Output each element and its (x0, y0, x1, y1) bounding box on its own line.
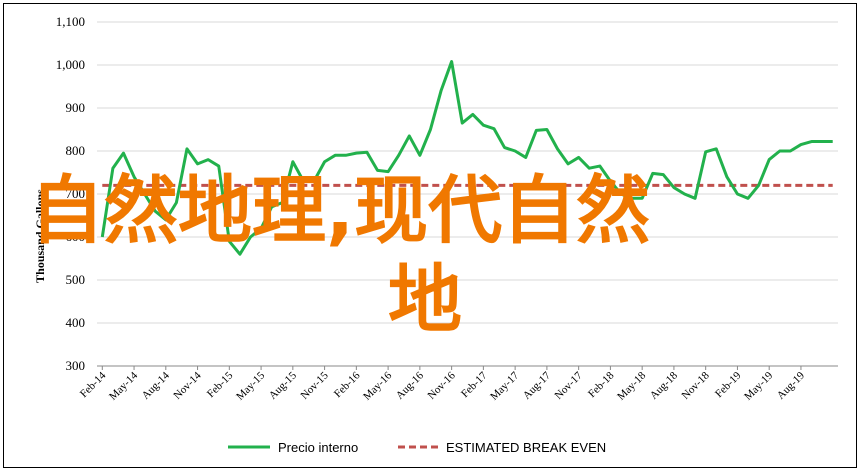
y-tick-label: 400 (66, 315, 86, 330)
x-tick-label: Aug-16 (394, 369, 427, 402)
x-tick-label: Aug-19 (775, 369, 808, 402)
y-axis-ticks: 300 400 500 600 700 800 900 1,000 1,100 (56, 14, 85, 373)
x-tick-label: Nov-17 (553, 369, 586, 402)
x-tick-label: Nov-14 (171, 369, 204, 402)
x-tick-label: Aug-18 (648, 369, 681, 402)
x-tick-label: Aug-14 (140, 369, 173, 402)
x-tick-label: May-18 (615, 369, 648, 402)
legend-label-precio-interno: Precio interno (278, 440, 358, 455)
x-tick-label: May-15 (234, 369, 267, 402)
x-tick-label: Nov-15 (298, 369, 331, 402)
series-line-precio-interno (100, 60, 833, 256)
x-tick-label: Nov-16 (425, 369, 458, 402)
x-tick-label: May-16 (361, 369, 394, 402)
y-tick-label: 600 (66, 229, 86, 244)
gridlines (97, 21, 838, 324)
y-tick-label: 1,100 (56, 14, 85, 29)
x-tick-label: Feb-16 (332, 369, 363, 400)
y-tick-label: 1,000 (56, 57, 85, 72)
y-tick-label: 300 (66, 358, 86, 373)
x-tick-label: Aug-17 (521, 369, 554, 402)
x-tick-label: May-14 (107, 369, 140, 402)
y-tick-label: 500 (66, 272, 86, 287)
y-tick-label: 800 (66, 143, 86, 158)
x-tick-label: Feb-15 (205, 369, 236, 400)
x-tick-label: Feb-17 (459, 369, 490, 400)
y-axis-label: Thousand Gallons (33, 189, 47, 283)
y-tick-label: 700 (66, 186, 86, 201)
x-tick-label: Feb-19 (713, 369, 744, 400)
series-group (100, 60, 833, 256)
x-tick-label: Feb-18 (586, 369, 617, 400)
chart-frame (3, 3, 857, 468)
overlay-line-2: 地 (388, 257, 462, 343)
y-tick-label: 900 (66, 100, 86, 115)
legend-label-break-even: ESTIMATED BREAK EVEN (446, 440, 606, 455)
x-tick-label: Aug-15 (267, 369, 300, 402)
x-tick-label: Nov-18 (680, 369, 713, 402)
x-tick-label: May-19 (742, 369, 775, 402)
watermark-overlay: 自然地理,现代自然 地 (30, 168, 650, 343)
overlay-line-1: 自然地理,现代自然 (30, 168, 650, 254)
x-tick-label: Feb-14 (78, 369, 109, 400)
x-tick-label: May-17 (488, 369, 521, 402)
legend: Precio interno ESTIMATED BREAK EVEN (228, 440, 606, 455)
